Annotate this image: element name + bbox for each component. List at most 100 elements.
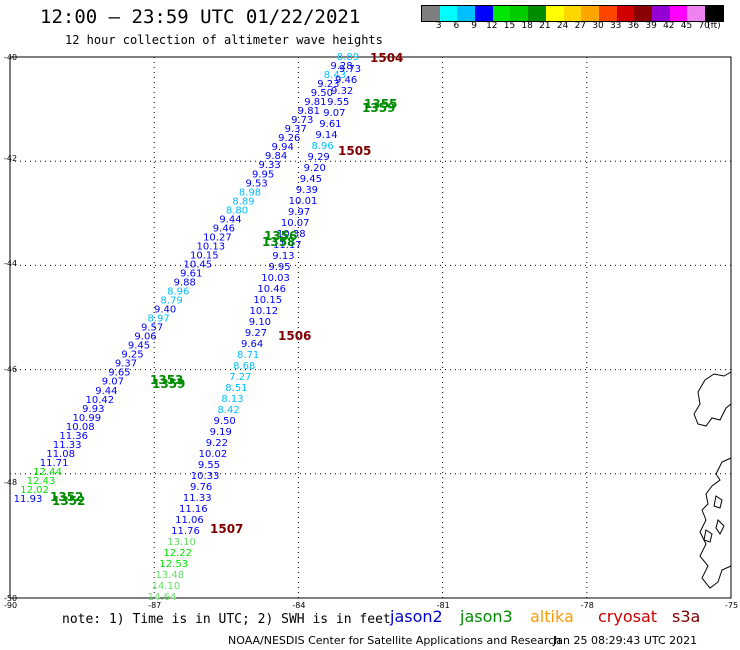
wave-height-value: 9.06 — [134, 332, 156, 343]
wave-height-value: 12.43 — [27, 476, 56, 487]
wave-height-value: 14.10 — [152, 581, 181, 592]
wave-height-value: 9.26 — [278, 133, 300, 144]
wave-height-value: 8.96 — [311, 141, 333, 152]
wave-height-value: 11.08 — [46, 449, 75, 460]
lat-label: -46 — [4, 365, 17, 374]
wave-height-value: 10.15 — [190, 250, 219, 261]
pass-time-labels: 1504135513591505135613581506135313591352… — [50, 51, 403, 536]
wave-height-value: 11.36 — [59, 431, 88, 442]
wave-height-value: 9.07 — [323, 108, 345, 119]
wave-height-value: 9.23 — [317, 79, 339, 90]
wave-height-value: 9.07 — [102, 377, 124, 388]
altimeter-track-west: 8.899.288.439.239.509.819.819.739.379.26… — [14, 52, 359, 505]
wave-height-value: 10.07 — [281, 218, 310, 229]
color-bar-label: (ft) — [707, 21, 721, 31]
legend-jason2: jason2 — [390, 607, 443, 626]
wave-height-value: 8.42 — [217, 405, 239, 416]
legend-cryosat: cryosat — [598, 607, 658, 626]
wave-height-value: 8.89 — [232, 196, 254, 207]
wave-height-value: 9.76 — [190, 482, 212, 493]
legend-altika: altika — [530, 607, 574, 626]
pass-time-label: 1352 — [52, 494, 85, 508]
wave-height-value: 9.19 — [210, 427, 232, 438]
lat-label: -40 — [4, 53, 17, 62]
generated-timestamp: Jan 25 08:29:43 UTC 2021 — [553, 634, 698, 647]
wave-height-value: 11.76 — [171, 526, 200, 537]
wave-height-value: 14.64 — [148, 592, 177, 603]
pass-time-label: 1507 — [210, 522, 243, 536]
pass-time-label: 1356 — [264, 229, 297, 243]
color-swatch — [705, 6, 723, 21]
lon-label: -87 — [148, 601, 161, 610]
wave-height-value: 9.45 — [300, 174, 322, 185]
wave-height-value: 9.37 — [115, 359, 137, 370]
wave-height-value: 11.17 — [273, 240, 302, 251]
wave-height-value: 8.98 — [239, 187, 261, 198]
altimeter-map: -40 -42 -44 -46 -48 -50-90 -87 -84 -81 -78 -75 8.8… — [4, 51, 738, 610]
coastline-segment — [713, 495, 723, 509]
lon-label: -75 — [725, 601, 738, 610]
color-swatch — [439, 6, 458, 21]
wave-height-value: 9.22 — [206, 438, 228, 449]
wave-height-value: 9.61 — [180, 268, 202, 279]
wave-height-value: 11.33 — [53, 440, 82, 451]
color-bar-label: 21 — [539, 21, 551, 31]
wave-height-value: 9.81 — [304, 97, 326, 108]
pass-time-label: 1504 — [370, 51, 403, 65]
wave-height-value: 12.53 — [159, 559, 188, 570]
wave-height-value: 9.81 — [298, 106, 320, 117]
color-swatch — [528, 6, 546, 21]
wave-height-value: 11.33 — [183, 493, 212, 504]
wave-height-value: 9.45 — [128, 341, 150, 352]
color-bar-label: 15 — [503, 21, 516, 31]
lon-label: -81 — [437, 601, 450, 610]
color-swatch — [422, 6, 440, 21]
wave-height-value: 8.97 — [147, 314, 169, 325]
wave-height-value: 10.33 — [191, 471, 220, 482]
wave-height-value: 8.13 — [221, 394, 243, 405]
wave-height-value: 9.29 — [308, 152, 330, 163]
wave-height-value: 9.33 — [258, 160, 280, 171]
coastline — [693, 371, 732, 589]
wave-height-value: 10.02 — [199, 449, 228, 460]
wave-height-value: 10.08 — [66, 422, 95, 433]
color-swatch — [581, 6, 599, 21]
wave-height-value: 9.14 — [315, 130, 337, 141]
footnote: note: 1) Time is in UTC; 2) SWH is in fe… — [62, 612, 391, 627]
wave-height-value: 9.20 — [304, 163, 326, 174]
map-border — [9, 56, 732, 599]
color-bar-label: 6 — [453, 21, 460, 31]
chart-subtitle: 12 hour collection of altimeter wave hei… — [65, 33, 383, 47]
wave-height-value: 9.50 — [311, 88, 333, 99]
color-swatch — [669, 6, 688, 21]
legend-jason3: jason3 — [460, 607, 513, 626]
wave-height-value: 8.89 — [337, 52, 359, 63]
wave-height-value: 9.73 — [291, 115, 313, 126]
wave-height-value: 9.53 — [245, 178, 267, 189]
color-swatch — [616, 6, 635, 21]
wave-height-value: 9.84 — [265, 151, 287, 162]
color-swatch — [598, 6, 617, 21]
wave-height-value: 9.25 — [121, 350, 143, 361]
credit-text: NOAA/NESDIS Center for Satellite Applica… — [228, 634, 562, 647]
wave-height-value: 11.93 — [14, 494, 43, 505]
wave-height-value: 9.44 — [219, 214, 241, 225]
wave-height-value: 9.73 — [339, 64, 361, 75]
color-swatch — [651, 6, 670, 21]
wave-height-value: 9.39 — [296, 185, 318, 196]
pass-time-label: 1352 — [50, 490, 83, 504]
wave-height-value: 10.27 — [203, 232, 232, 243]
axis-labels: -40 -42 -44 -46 -48 -50-90 -87 -84 -81 -78 -75 — [4, 53, 738, 610]
wave-height-value: 9.57 — [141, 323, 163, 334]
wave-height-value: 9.55 — [198, 460, 220, 471]
color-swatch — [475, 6, 493, 21]
wave-height-value: 9.27 — [245, 328, 267, 339]
pass-time-label: 1506 — [278, 329, 311, 343]
color-bar-label: 42 — [663, 21, 675, 31]
wave-height-value: 9.10 — [249, 317, 271, 328]
wave-height-value: 12.22 — [163, 548, 192, 559]
wave-height-value: 10.99 — [72, 413, 101, 424]
wave-height-value: 9.88 — [174, 278, 196, 289]
wave-height-value: 9.95 — [268, 262, 290, 273]
color-bar-label: 9 — [471, 21, 477, 31]
